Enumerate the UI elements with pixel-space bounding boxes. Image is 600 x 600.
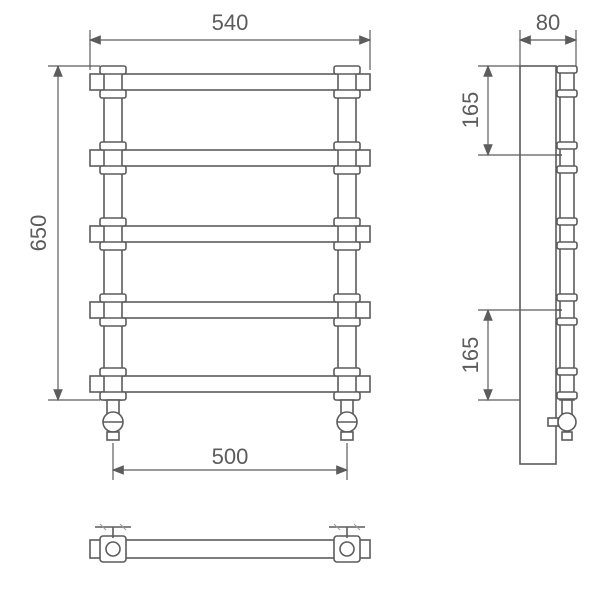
dim-label: 650	[26, 215, 51, 252]
right-post	[334, 66, 360, 400]
left-valve	[103, 400, 123, 440]
top-down-view	[90, 524, 370, 562]
dim-label: 540	[212, 10, 249, 35]
front-view	[90, 66, 370, 440]
dim-top-540: 540	[90, 10, 370, 70]
side-view	[520, 66, 577, 464]
dim-bottom-500: 500	[113, 443, 347, 480]
left-post	[100, 66, 126, 400]
dim-depth-80: 80	[520, 10, 576, 66]
dim-label: 80	[536, 10, 560, 35]
right-valve	[337, 400, 357, 440]
dim-label: 165	[458, 337, 483, 374]
dim-label: 165	[458, 92, 483, 129]
horizontal-bars	[90, 74, 370, 392]
technical-drawing: 540 650 500	[0, 0, 600, 600]
dim-left-650: 650	[26, 66, 100, 400]
dim-label: 500	[212, 444, 249, 469]
